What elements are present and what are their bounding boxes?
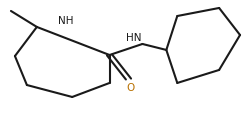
Text: O: O [127, 82, 135, 92]
Text: HN: HN [126, 33, 141, 43]
Text: NH: NH [58, 16, 73, 26]
